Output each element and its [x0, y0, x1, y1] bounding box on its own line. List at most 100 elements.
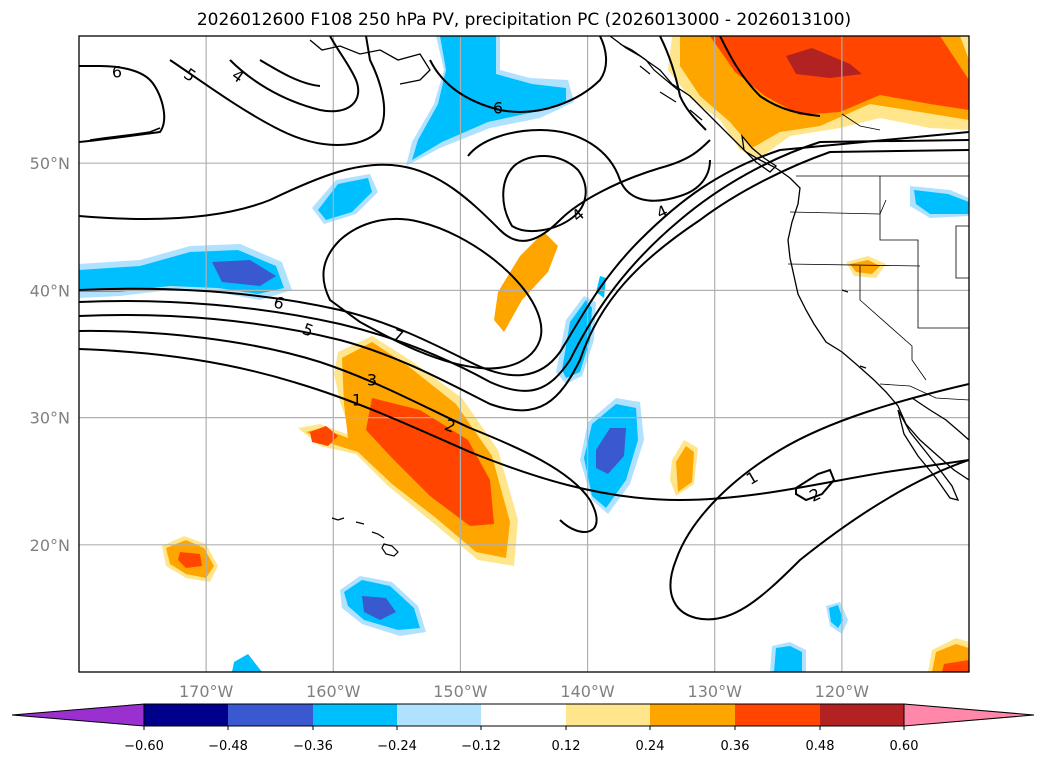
- colorbar-segment: [481, 704, 566, 726]
- colorbar: −0.60 −0.48 −0.36 −0.24 −0.12 0.12 0.24 0.36 0.4…: [11, 703, 1035, 754]
- coastline-vancouver-island: [741, 133, 778, 173]
- colorbar-segment: [566, 704, 650, 726]
- precip-positive-region: [178, 552, 202, 568]
- pv-contour: [79, 139, 711, 242]
- colorbar-tick-label: −0.60: [124, 739, 164, 754]
- colorbar-segment: [650, 704, 735, 726]
- colorbar-tick-label: −0.24: [377, 739, 417, 754]
- colorbar-tick-label: 0.48: [806, 739, 835, 754]
- lon-tick-label: 160°W: [306, 682, 361, 701]
- lat-tick-label: 50°N: [30, 154, 70, 173]
- precip-positive-region: [676, 446, 694, 492]
- colorbar-segment: [228, 704, 313, 726]
- coastline-baja: [897, 409, 960, 501]
- precip-negative-region: [318, 178, 372, 220]
- colorbar-tick-label: 0.24: [636, 739, 665, 754]
- lon-tick-label: 130°W: [688, 682, 743, 701]
- colorbar-extend-min: [11, 703, 145, 727]
- pv-contour: [259, 59, 321, 87]
- precip-negative-region: [232, 654, 262, 672]
- precip-positive-region: [494, 232, 558, 332]
- precip-negative-region: [829, 605, 843, 628]
- islands: [331, 43, 867, 557]
- precip-positive-region: [942, 660, 969, 672]
- chart-title: 2026012600 F108 250 hPa PV, precipitatio…: [197, 10, 851, 30]
- precip-negative-region: [914, 190, 969, 214]
- precip-negative-region-north: [412, 36, 566, 160]
- pv-contour: [467, 128, 711, 202]
- lon-tick-label: 170°W: [179, 682, 234, 701]
- pv-contour: [79, 65, 166, 143]
- island-hawaii: [331, 517, 399, 557]
- island-alaska-coast: [619, 43, 703, 121]
- pv-contour: [79, 131, 969, 377]
- lat-tick-label: 20°N: [30, 536, 70, 555]
- precip-positive-region: [850, 260, 880, 274]
- precip-negative-region: [774, 646, 802, 672]
- pv-contour: [502, 154, 587, 233]
- coastlines: [89, 36, 969, 501]
- pv-contour: [429, 36, 607, 113]
- colorbar-extend-max: [903, 703, 1035, 727]
- pv-contour: [79, 149, 969, 412]
- pv-contour: [659, 36, 707, 131]
- pv-contour: [795, 468, 836, 502]
- border-nevada-east: [955, 225, 969, 279]
- precip-negative-region: [362, 596, 396, 620]
- precip-negative-shading: [79, 36, 969, 672]
- colorbar-tick-label: −0.48: [208, 739, 248, 754]
- colorbar-segment: [735, 704, 820, 726]
- pv-contour: [79, 348, 969, 502]
- lat-tick-label: 40°N: [30, 281, 70, 300]
- island-channel: [841, 289, 867, 369]
- pv-contour: [79, 139, 969, 392]
- lat-tick-label: 30°N: [30, 409, 70, 428]
- colorbar-tick-label: −0.12: [461, 739, 501, 754]
- lon-tick-label: 140°W: [560, 682, 615, 701]
- border-id-wa: [879, 176, 969, 329]
- pv-contour: [322, 217, 543, 370]
- border-or-ca: [787, 263, 921, 267]
- lon-tick-label: 150°W: [433, 682, 488, 701]
- colorbar-segment: [144, 704, 228, 726]
- longitude-labels: 170°W 160°W 150°W 140°W 130°W 120°W: [179, 682, 869, 701]
- precip-negative-region: [596, 428, 626, 474]
- colorbar-segment: [820, 704, 904, 726]
- coastline-north-america: [609, 36, 969, 481]
- colorbar-tick-label: 0.12: [552, 739, 581, 754]
- colorbar-tick-label: 0.60: [890, 739, 919, 754]
- border-mexico: [879, 383, 969, 401]
- state-borders: [787, 113, 969, 401]
- precip-positive-region-main: [310, 426, 338, 446]
- colorbar-tick-label: 0.36: [721, 739, 750, 754]
- border-ca-nv: [859, 266, 927, 381]
- lon-tick-label: 120°W: [815, 682, 870, 701]
- map-frame: [78, 35, 970, 673]
- coastline-aleutians: [89, 127, 161, 141]
- pv-contours: [79, 36, 969, 621]
- colorbar-segment: [397, 704, 481, 726]
- pv-contour: [669, 383, 969, 621]
- coastline-alaska-aleutians: [309, 39, 431, 85]
- precip-negative-region: [562, 300, 592, 378]
- precip-negative-region-west: [212, 260, 276, 286]
- pv-contour: [79, 329, 598, 533]
- precip-positive-shading: [162, 36, 969, 672]
- border-canada-bc: [841, 113, 881, 131]
- pv-contour: [169, 36, 386, 146]
- coastline-mexico-mainland: [911, 397, 969, 441]
- pv-contour: [229, 36, 360, 113]
- pv-contour-label: 6: [112, 63, 122, 82]
- precip-positive-region-main: [366, 398, 494, 526]
- pv-contour-label: 3: [367, 371, 377, 390]
- pv-contour: [719, 36, 821, 117]
- precip-positive-region-canada: [786, 48, 862, 78]
- colorbar-tick-label: −0.36: [293, 739, 333, 754]
- pv-contour-label: 1: [352, 391, 362, 410]
- colorbar-segment: [313, 704, 397, 726]
- pv-contour-label: 6: [493, 99, 503, 118]
- latitude-labels: 20°N 30°N 40°N 50°N: [30, 154, 70, 555]
